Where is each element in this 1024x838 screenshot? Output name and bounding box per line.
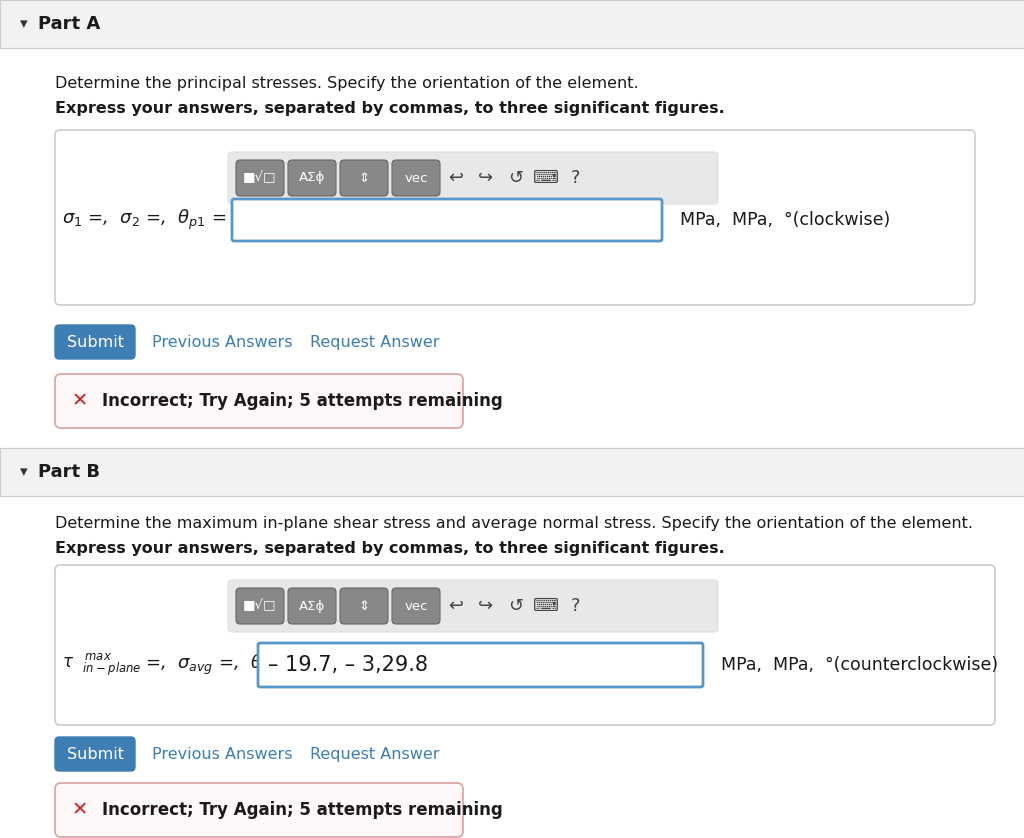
FancyBboxPatch shape [258,643,703,687]
Text: Previous Answers: Previous Answers [152,747,293,762]
FancyBboxPatch shape [55,374,463,428]
Text: Incorrect; Try Again; 5 attempts remaining: Incorrect; Try Again; 5 attempts remaini… [102,392,503,410]
FancyBboxPatch shape [392,588,440,624]
Text: ⇕: ⇕ [358,599,370,613]
FancyBboxPatch shape [55,130,975,305]
Text: MPa,  MPa,  °(counterclockwise): MPa, MPa, °(counterclockwise) [721,656,998,674]
FancyBboxPatch shape [340,160,388,196]
FancyBboxPatch shape [236,160,284,196]
Text: – 19.7, – 3,29.8: – 19.7, – 3,29.8 [268,655,428,675]
Text: vec: vec [404,599,428,613]
FancyBboxPatch shape [340,588,388,624]
Text: Part B: Part B [38,463,100,481]
FancyBboxPatch shape [55,565,995,725]
Text: Submit: Submit [67,747,124,762]
Text: ■√□: ■√□ [244,599,276,613]
Text: ↺: ↺ [509,597,523,615]
Text: ■√□: ■√□ [244,172,276,184]
FancyBboxPatch shape [236,588,284,624]
Text: AΣϕ: AΣϕ [299,172,326,184]
Text: ⇕: ⇕ [358,172,370,184]
FancyBboxPatch shape [228,580,718,632]
FancyBboxPatch shape [55,325,135,359]
FancyBboxPatch shape [232,199,662,241]
Text: AΣϕ: AΣϕ [299,599,326,613]
Text: ?: ? [571,169,581,187]
Text: ⌨: ⌨ [534,169,559,187]
Text: ▾: ▾ [20,17,28,32]
Text: ?: ? [571,597,581,615]
Text: MPa,  MPa,  °(clockwise): MPa, MPa, °(clockwise) [680,211,890,229]
Text: Previous Answers: Previous Answers [152,334,293,349]
Text: Request Answer: Request Answer [310,747,439,762]
FancyBboxPatch shape [55,783,463,837]
Text: ✕: ✕ [72,800,88,820]
FancyBboxPatch shape [228,152,718,204]
Text: ↪: ↪ [478,597,494,615]
Text: ↩: ↩ [449,169,464,187]
FancyBboxPatch shape [288,160,336,196]
Text: Determine the maximum in-plane shear stress and average normal stress. Specify t: Determine the maximum in-plane shear str… [55,516,973,531]
Text: vec: vec [404,172,428,184]
Text: ↪: ↪ [478,169,494,187]
FancyBboxPatch shape [392,160,440,196]
Bar [0,0,1024,48]
Text: Request Answer: Request Answer [310,334,439,349]
Text: $\tau$  $^{\,max}_{in-plane}$: $\tau$ $^{\,max}_{in-plane}$ [62,652,141,678]
Text: Part A: Part A [38,15,100,33]
Text: $\sigma_1$ =,  $\sigma_2$ =,  $\theta_{p1}$ =: $\sigma_1$ =, $\sigma_2$ =, $\theta_{p1}… [62,208,226,232]
Text: ↺: ↺ [509,169,523,187]
Text: Submit: Submit [67,334,124,349]
Text: =,  $\sigma_{avg}$ =,  $\theta_s$ =: =, $\sigma_{avg}$ =, $\theta_s$ = [145,653,289,677]
Text: Express your answers, separated by commas, to three significant figures.: Express your answers, separated by comma… [55,541,725,556]
Text: ↩: ↩ [449,597,464,615]
FancyBboxPatch shape [55,737,135,771]
Text: Express your answers, separated by commas, to three significant figures.: Express your answers, separated by comma… [55,101,725,116]
Text: ▾: ▾ [20,464,28,479]
FancyBboxPatch shape [288,588,336,624]
Text: Determine the principal stresses. Specify the orientation of the element.: Determine the principal stresses. Specif… [55,76,639,91]
Bar [0,448,1024,496]
Text: ✕: ✕ [72,391,88,411]
Text: ⌨: ⌨ [534,597,559,615]
Text: Incorrect; Try Again; 5 attempts remaining: Incorrect; Try Again; 5 attempts remaini… [102,801,503,819]
